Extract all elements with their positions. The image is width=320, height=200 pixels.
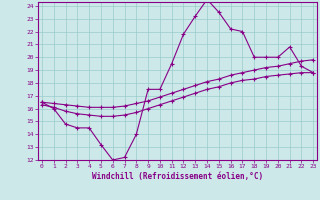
X-axis label: Windchill (Refroidissement éolien,°C): Windchill (Refroidissement éolien,°C) — [92, 172, 263, 181]
